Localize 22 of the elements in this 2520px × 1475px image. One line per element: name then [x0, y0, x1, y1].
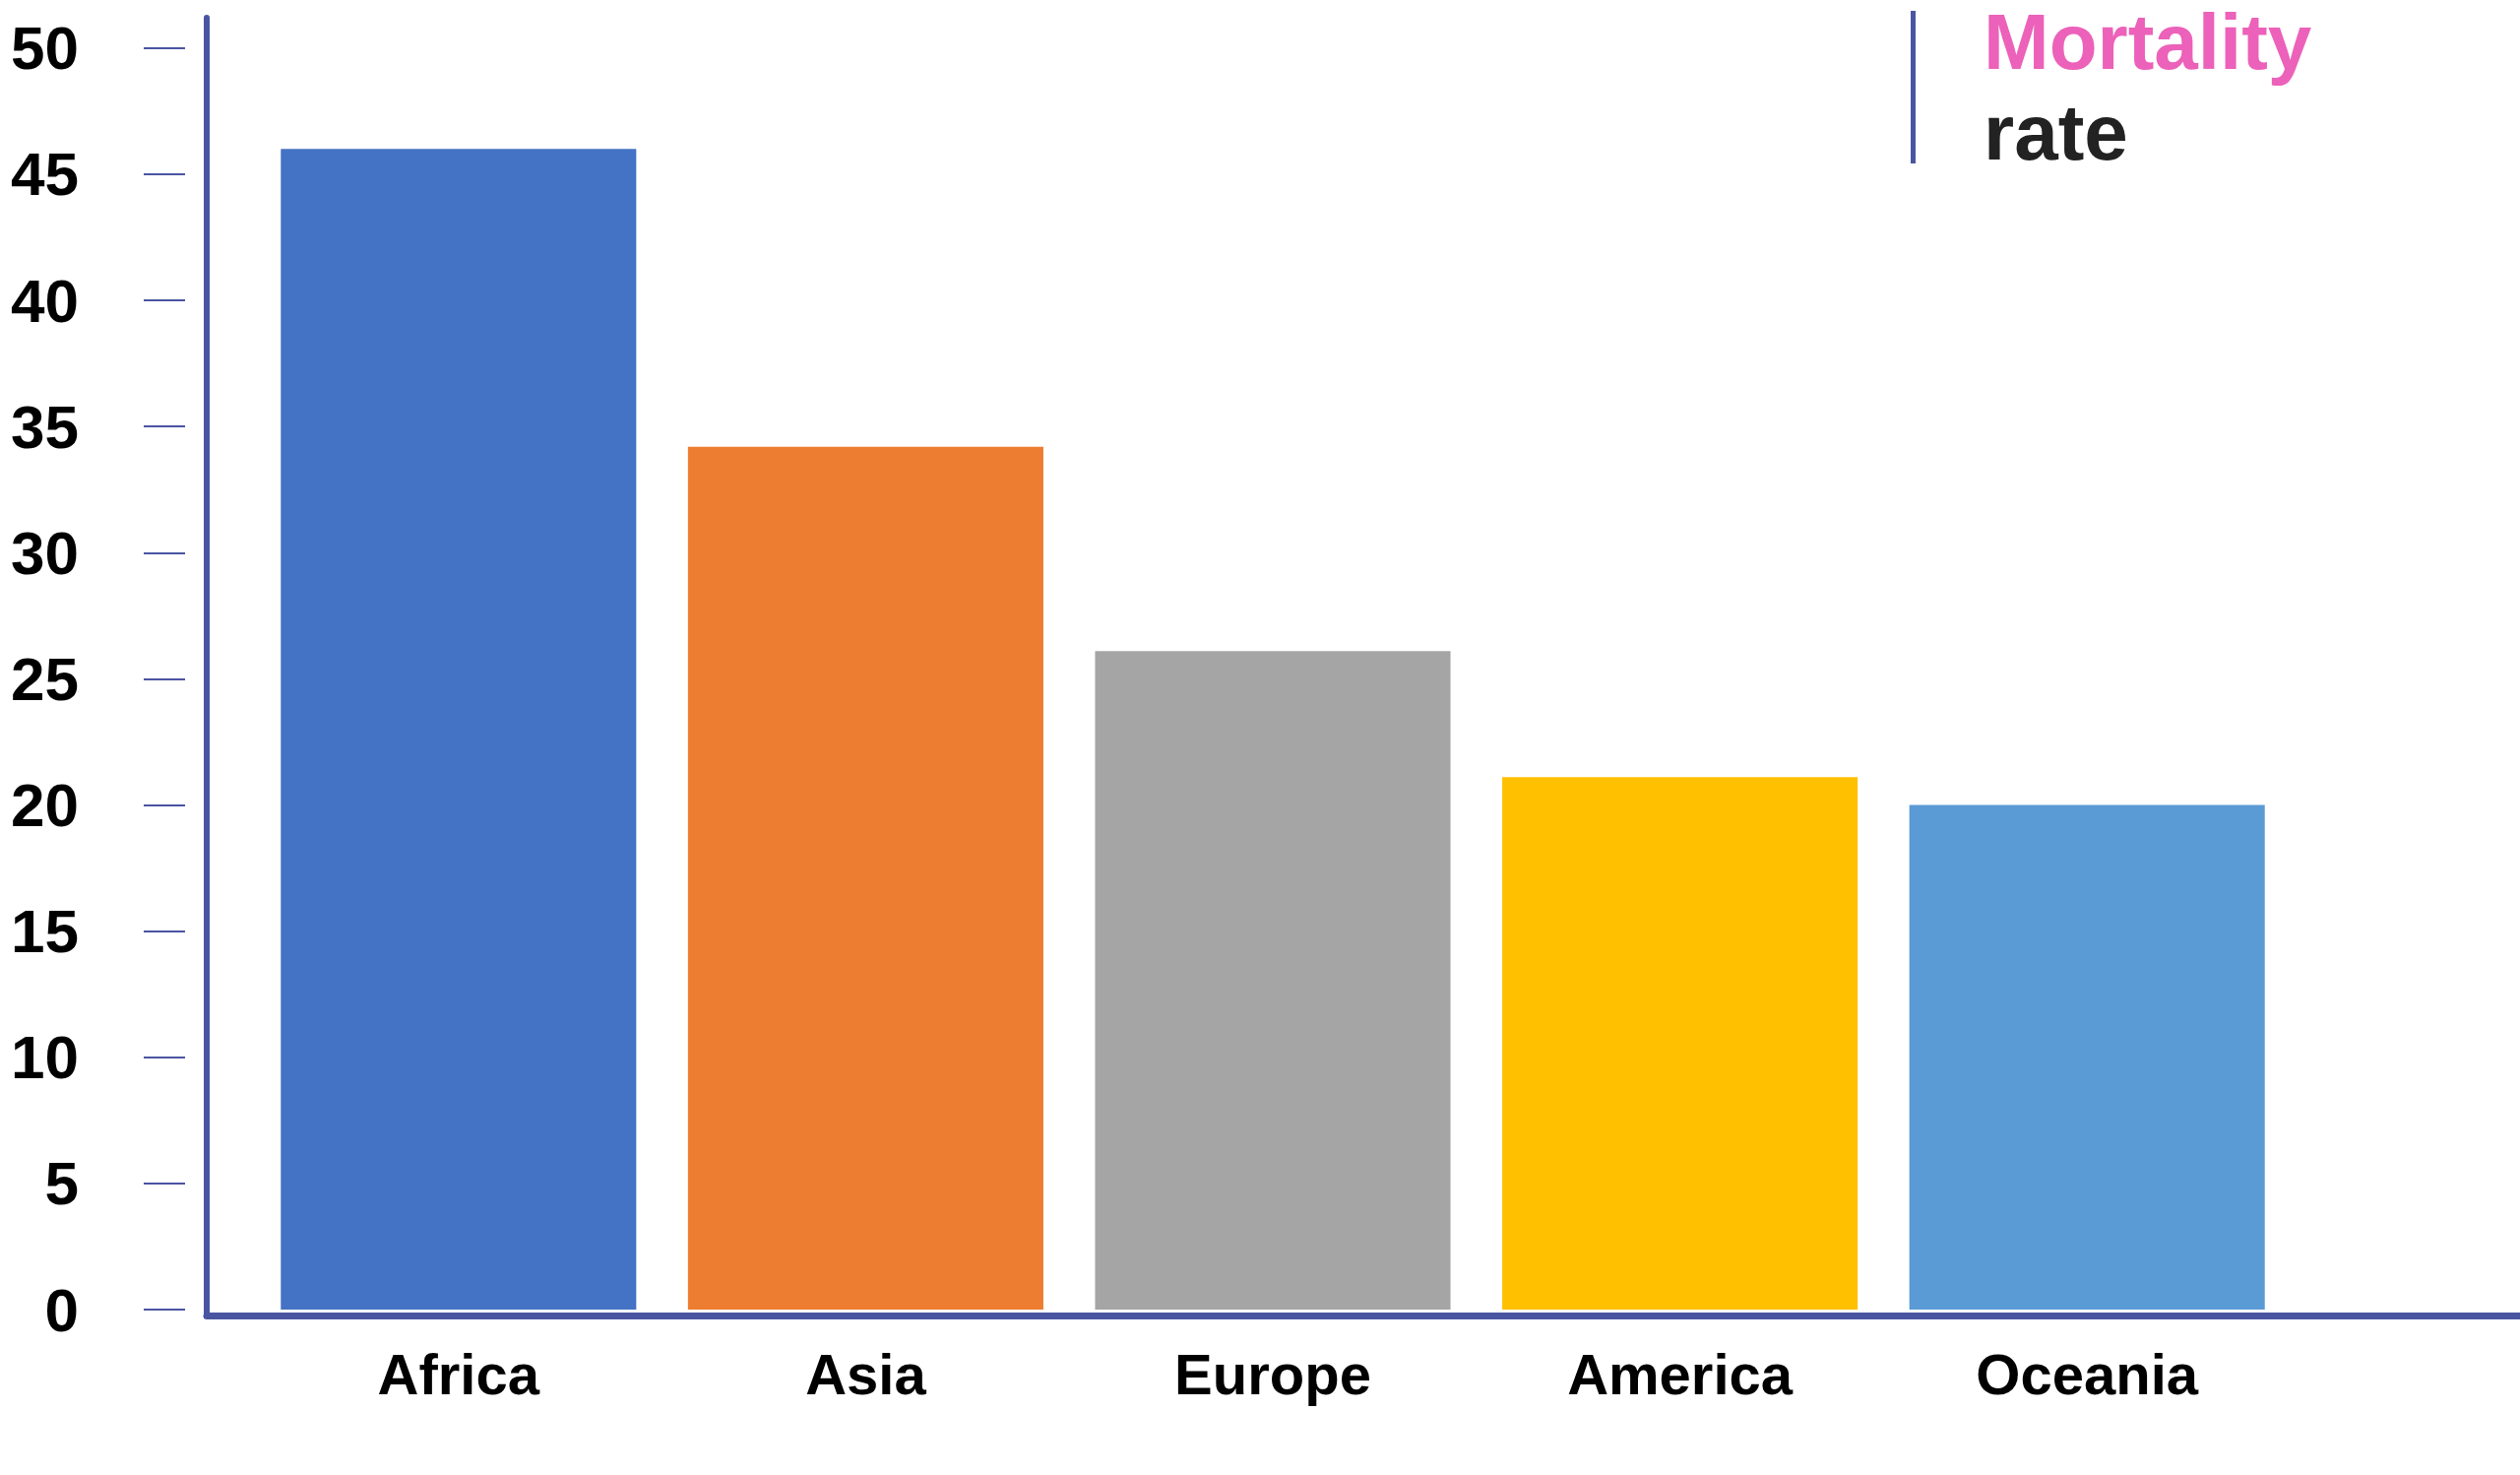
y-tick-label: 45 — [11, 140, 79, 209]
x-tick-label: America — [1567, 1341, 1794, 1406]
y-tick-label: 30 — [11, 518, 79, 587]
y-tick-label: 20 — [11, 771, 79, 839]
y-tick-label: 5 — [44, 1149, 79, 1218]
x-tick-label: Asia — [805, 1341, 927, 1406]
bar — [687, 446, 1043, 1310]
y-tick-label: 15 — [11, 897, 79, 966]
x-tick-label: Oceania — [1976, 1341, 2199, 1406]
y-tick-label: 0 — [44, 1275, 79, 1344]
y-tick-label: 25 — [11, 644, 79, 713]
x-tick-label: Europe — [1174, 1341, 1371, 1406]
y-tick-label: 40 — [11, 266, 79, 335]
bar — [281, 149, 637, 1310]
y-tick-label: 10 — [11, 1023, 79, 1092]
x-tick-label: Africa — [377, 1341, 540, 1406]
bar — [1095, 651, 1451, 1310]
y-tick-label: 35 — [11, 392, 79, 461]
bar — [1909, 804, 2265, 1310]
bar — [1502, 777, 1858, 1310]
y-tick-label: 50 — [11, 14, 79, 83]
chart-title: Mortality rate — [1984, 0, 2312, 176]
